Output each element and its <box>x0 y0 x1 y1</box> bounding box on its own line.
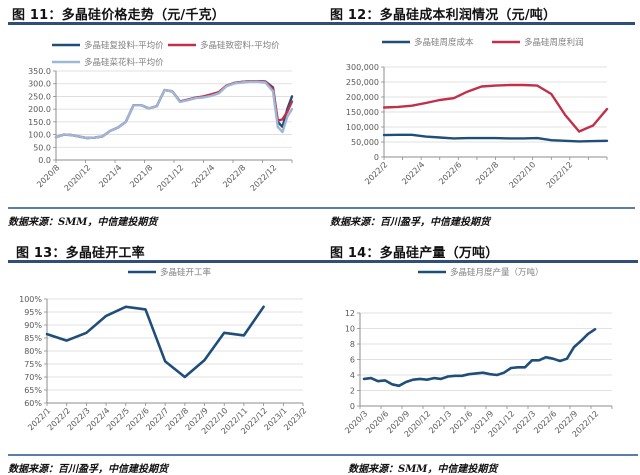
y-tick-label: 8 <box>350 340 355 349</box>
y-tick-label: 85% <box>24 334 42 343</box>
figure-14-source: 数据来源：SMM，中信建投期货 <box>348 464 498 475</box>
fig11-svg: 0.0 50.0 100.0 150.0 200.0 250.0 300.0 350.0 202… <box>28 40 294 193</box>
series-line-1 <box>382 83 609 133</box>
x-tick-label: 2022/8 <box>474 160 500 186</box>
legend-item: 多晶硅月度产量（万吨） <box>418 267 544 278</box>
legend-label: 多晶硅月度产量（万吨） <box>450 267 544 278</box>
x-tick-label: 2022/4 <box>190 163 216 189</box>
figure-11-source: 数据来源：SMM，中信建投期货 <box>8 217 158 228</box>
legend-label: 多晶硅开工率 <box>160 267 212 278</box>
y-tick-label: 65% <box>24 386 42 395</box>
y-tick-label: 50.0 <box>33 143 51 152</box>
y-tick-label: 100,000 <box>346 123 379 132</box>
y-tick-label: 70% <box>24 373 42 382</box>
y-tick-label: 350.0 <box>28 67 51 76</box>
x-tick-label: 2021/4 <box>97 163 123 189</box>
figure-12-title: 图 12：多晶硅成本利润情况（元/吨） <box>330 8 557 23</box>
y-tick-label: 10 <box>345 325 355 334</box>
legend-label: 多晶硅周度利润 <box>524 37 584 48</box>
x-tick-label: 2020/12 <box>63 163 93 193</box>
y-tick-label: 6 <box>350 356 355 365</box>
figure-12-top-rule <box>320 22 635 25</box>
x-tick-label: 2022/8 <box>221 163 247 189</box>
y-tick-label: 4 <box>350 371 355 380</box>
series-line-0 <box>382 133 609 143</box>
x-tick-label: 2022/2 <box>363 160 389 186</box>
y-tick-label: 150,000 <box>346 108 379 117</box>
y-tick-label: 80% <box>24 347 42 356</box>
figure-13-source: 数据来源：百川盈孚，中信建投期货 <box>8 464 168 475</box>
y-tick-label: 200,000 <box>346 93 379 102</box>
y-tick-label: 12 <box>345 309 355 318</box>
figure-13-panel: 图 13：多晶硅开工率 60% 65% 70% 75% 80% 85% 90% 95% 100%… <box>0 236 320 475</box>
legend-label: 多晶硅周度成本 <box>414 37 474 48</box>
y-tick-label: 300,000 <box>346 63 379 72</box>
x-tick-label: 2021/8 <box>128 163 154 189</box>
x-tick-label: 2022/12 <box>249 163 279 193</box>
figure-12-panel: 图 12：多晶硅成本利润情况（元/吨） 0 50,000 100,000 150,00… <box>320 0 640 236</box>
fig14-svg: 0246810122020/32020/62020/92020/122021/3… <box>343 267 613 439</box>
series-line-0 <box>362 328 597 388</box>
x-tick-label: 2022/10 <box>508 160 538 190</box>
y-tick-label: 250.0 <box>28 92 51 101</box>
legend-item: 多晶硅周度成本 <box>382 37 474 48</box>
figure-11-top-rule <box>8 22 320 25</box>
legend-item: 多晶硅致密料-平均价 <box>168 40 280 51</box>
series-line-1 <box>54 80 294 140</box>
y-tick-label: 200.0 <box>28 105 51 114</box>
figure-11-bottom-rule <box>8 207 320 209</box>
figure-14-bottom-rule <box>320 454 638 456</box>
series-line-2 <box>54 80 294 140</box>
y-tick-label: 0 <box>350 402 355 411</box>
y-tick-label: 250,000 <box>346 78 379 87</box>
x-tick-label: 2021/12 <box>156 163 186 193</box>
x-tick-label: 2020/8 <box>35 163 61 189</box>
legend-label: 多晶硅复投料-平均价 <box>84 40 164 51</box>
figure-11-title: 图 11：多晶硅价格走势（元/千克） <box>12 8 225 23</box>
series-line-0 <box>54 80 294 140</box>
y-tick-label: 100.0 <box>28 131 51 140</box>
y-tick-label: 95% <box>24 308 42 317</box>
figure-14-title: 图 14：多晶硅产量（万吨） <box>330 246 499 261</box>
y-tick-label: 90% <box>24 321 42 330</box>
y-tick-label: 75% <box>24 360 42 369</box>
figure-13-title: 图 13：多晶硅开工率 <box>16 246 145 261</box>
series-line-0 <box>45 305 265 379</box>
x-tick-label: 2022/6 <box>437 160 463 186</box>
y-tick-label: 60% <box>24 399 42 408</box>
y-tick-label: 0 <box>374 153 379 162</box>
y-tick-label: 150.0 <box>28 118 51 127</box>
legend-label: 多晶硅致密料-平均价 <box>200 40 280 51</box>
y-tick-label: 300.0 <box>28 80 51 89</box>
figure-14-panel: 图 14：多晶硅产量（万吨） 0 2 4 6 8 10 12 2020/3 2020/6 2020… <box>320 236 640 475</box>
figure-13-top-rule <box>8 260 320 263</box>
y-tick-label: 100% <box>19 295 42 304</box>
legend-item: 多晶硅菜花料-平均价 <box>52 57 164 68</box>
figure-11-panel: 图 11：多晶硅价格走势（元/千克） 0.0 50.0 100.0 150.0 200.… <box>0 0 320 236</box>
figure-13-bottom-rule <box>8 454 320 456</box>
y-tick-label: 0.0 <box>38 156 51 165</box>
figure-14-top-rule <box>320 260 638 263</box>
legend-item: 多晶硅开工率 <box>128 267 212 278</box>
legend-label: 多晶硅菜花料-平均价 <box>84 57 164 68</box>
x-tick-label: 2022/4 <box>400 160 426 186</box>
y-tick-label: 50,000 <box>351 138 379 147</box>
figure-12-source: 数据来源：百川盈孚，中信建投期货 <box>330 217 490 228</box>
x-tick-label: 2022/12 <box>545 160 575 190</box>
y-tick-label: 2 <box>350 387 355 396</box>
fig13-svg: 60%65%70%75%80%85%90%95%100%2022/12022/2… <box>19 267 308 436</box>
figure-12-bottom-rule <box>320 207 635 209</box>
legend-item: 多晶硅周度利润 <box>492 37 584 48</box>
fig12-svg: 0 50,000 100,000 150,000 200,000 250,000 300,0… <box>346 37 609 190</box>
legend-item: 多晶硅复投料-平均价 <box>52 40 164 51</box>
